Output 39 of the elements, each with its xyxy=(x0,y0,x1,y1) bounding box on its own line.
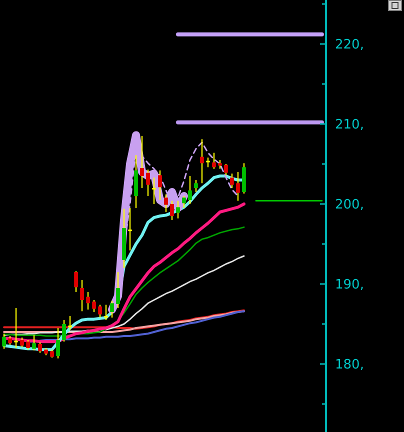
y-tick-label: 200, xyxy=(335,198,364,213)
candlestick xyxy=(68,315,72,330)
candlestick xyxy=(80,279,84,312)
candlestick xyxy=(98,304,102,318)
y-tick-label: 220, xyxy=(335,38,364,53)
candlestick xyxy=(110,300,114,318)
candlestick xyxy=(14,307,18,349)
candlestick xyxy=(200,138,204,184)
candlestick xyxy=(62,319,66,342)
candlestick xyxy=(20,337,24,348)
candlestick xyxy=(194,179,198,193)
candlestick xyxy=(206,157,210,168)
candlestick xyxy=(104,304,108,321)
candlestick xyxy=(146,169,150,197)
candlestick xyxy=(128,207,132,251)
candlestick xyxy=(56,327,60,359)
candlestick xyxy=(140,135,144,189)
candlestick xyxy=(38,342,42,354)
candlestick xyxy=(230,173,234,189)
candlestick xyxy=(2,333,6,350)
candlestick xyxy=(188,175,192,205)
y-tick-label: 210, xyxy=(335,118,364,133)
candlestick xyxy=(224,163,228,176)
candlestick xyxy=(176,200,180,219)
candlestick xyxy=(158,170,162,201)
candlestick xyxy=(74,270,78,293)
candlestick xyxy=(212,152,216,170)
candlestick xyxy=(86,291,90,310)
y-tick-label: 180, xyxy=(335,358,364,373)
candlestick xyxy=(170,200,174,221)
candlestick xyxy=(92,299,96,313)
candlestick xyxy=(164,194,168,213)
y-tick-label: 190, xyxy=(335,278,364,293)
candlestick xyxy=(116,271,120,309)
candlestick xyxy=(26,339,30,350)
candlestick xyxy=(182,195,186,209)
candlestick xyxy=(32,334,36,351)
candlestick xyxy=(236,171,240,202)
candlestick xyxy=(152,177,156,205)
